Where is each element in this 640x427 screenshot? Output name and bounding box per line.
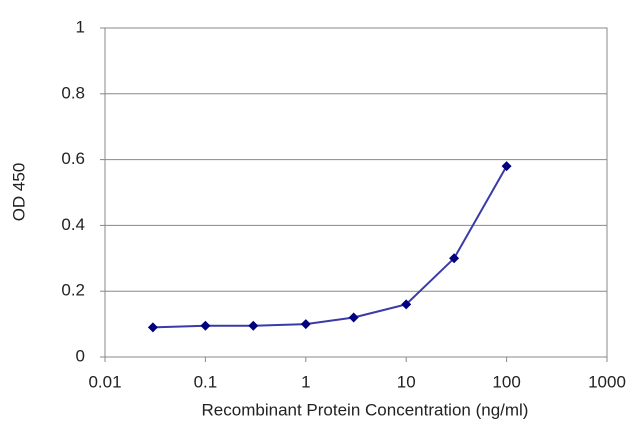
data-point	[248, 320, 259, 331]
data-point	[449, 253, 460, 264]
y-tick-label: 0.2	[61, 281, 85, 300]
y-tick-label: 0	[76, 346, 85, 365]
y-tick-label: 0.4	[61, 215, 85, 234]
plot-frame	[104, 27, 608, 358]
data-point	[200, 320, 211, 331]
data-point	[501, 161, 512, 172]
data-point	[300, 319, 311, 330]
data-line	[152, 165, 508, 329]
data-point	[401, 299, 412, 310]
data-point	[348, 312, 359, 323]
x-tick-label: 0.1	[194, 372, 218, 391]
y-tick-label: 0.6	[61, 149, 85, 168]
x-tick-label: 0.01	[88, 372, 121, 391]
x-tick-label: 100	[492, 372, 520, 391]
x-tick-label: 1	[301, 372, 310, 391]
x-tick-label: 10	[397, 372, 416, 391]
y-tick-label: 1	[76, 17, 85, 36]
x-axis-label: Recombinant Protein Concentration (ng/ml…	[202, 400, 529, 419]
y-axis-label: OD 450	[9, 163, 28, 222]
y-tick-label: 0.8	[61, 83, 85, 102]
x-tick-label: 1000	[588, 372, 626, 391]
data-point	[147, 322, 158, 333]
